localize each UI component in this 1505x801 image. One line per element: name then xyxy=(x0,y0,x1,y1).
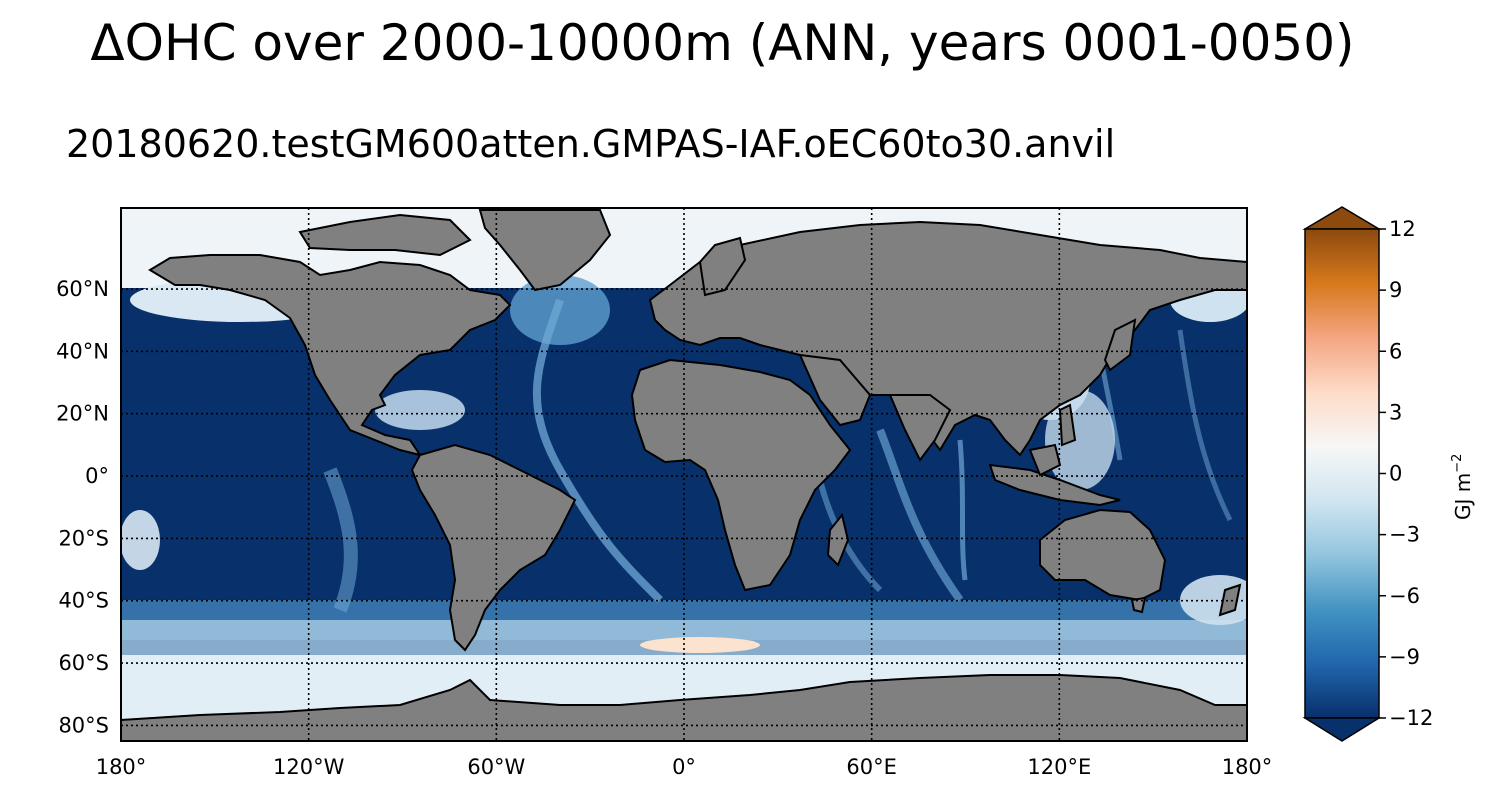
lat-tick-label: 60°N xyxy=(56,277,109,301)
arabian-peninsula xyxy=(798,353,872,427)
lon-tick-label: 0° xyxy=(672,755,696,779)
colorbar-tick-label: 12 xyxy=(1389,217,1416,241)
colorbar-tick-label: 9 xyxy=(1389,278,1402,302)
south-pacific-shade xyxy=(121,510,160,570)
colorbar-tick-label: −3 xyxy=(1389,523,1420,547)
tasmania xyxy=(1130,596,1147,614)
colorbar-tick-label: 3 xyxy=(1389,400,1402,424)
colorbar-extend-min xyxy=(1302,717,1382,742)
warm-anomaly-patch xyxy=(640,637,760,653)
map-frame xyxy=(120,207,1248,742)
philippines xyxy=(1058,403,1077,447)
scandinavia xyxy=(698,236,747,297)
atlantic-ridge xyxy=(532,298,663,603)
australia xyxy=(1039,508,1167,602)
lat-tick-label: 60°S xyxy=(58,651,109,675)
lon-tick-label: 180° xyxy=(96,755,147,779)
colorbar-tick-label: −9 xyxy=(1389,645,1420,669)
lat-tick-label: 0° xyxy=(85,464,109,488)
greenland xyxy=(478,209,612,292)
south-america xyxy=(410,443,577,652)
canadian-arctic-islands xyxy=(298,213,472,257)
map-area xyxy=(121,208,1247,741)
caribbean-shade xyxy=(375,390,465,430)
east-pacific-rise xyxy=(323,467,358,613)
colorbar-ticks: 12 9 6 3 0 −3 −6 −9 −12 xyxy=(1379,217,1433,730)
indonesia xyxy=(988,463,1121,507)
lon-tick-label: 120°E xyxy=(1027,755,1091,779)
colorbar-body xyxy=(1304,228,1380,719)
lat-tick-label: 20°N xyxy=(56,402,109,426)
figure-subtitle: 20180620.testGM600atten.GMPAS-IAF.oEC60t… xyxy=(66,122,1116,166)
eurasia xyxy=(648,220,1247,457)
latitude-tick-labels: 60°N 40°N 20°N 0° 20°S 40°S 60°S 80°S xyxy=(56,277,109,737)
africa xyxy=(630,358,852,592)
indian-ridge-2 xyxy=(957,439,968,581)
lat-tick-label: 20°S xyxy=(58,526,109,550)
graticule xyxy=(121,208,1247,741)
japan xyxy=(1103,318,1137,372)
colorbar-label: GJ m−2 xyxy=(1450,454,1475,520)
madagascar xyxy=(826,512,850,567)
colorbar-tick-label: −6 xyxy=(1389,584,1420,608)
lon-tick-label: 120°W xyxy=(273,755,345,779)
lat-tick-label: 80°S xyxy=(58,713,109,737)
new-zealand xyxy=(1218,583,1242,617)
central-pacific-ridge xyxy=(1177,329,1233,522)
indian-subcontinent xyxy=(888,394,952,462)
colorbar-extend-max xyxy=(1302,206,1382,230)
colorbar-tick-label: 0 xyxy=(1389,462,1402,486)
colorbar: 12 9 6 3 0 −3 −6 −9 −12 GJ m−2 xyxy=(1302,206,1475,742)
colorbar-tick-label: −12 xyxy=(1389,706,1433,730)
north-america xyxy=(148,254,512,457)
colorbar-tick-label: 6 xyxy=(1389,339,1402,363)
longitude-tick-labels: 180° 120°W 60°W 0° 60°E 120°E 180° xyxy=(96,755,1273,779)
lon-tick-label: 60°W xyxy=(467,755,525,779)
lat-tick-label: 40°N xyxy=(56,339,109,363)
figure-title: ΔOHC over 2000-10000m (ANN, years 0001-0… xyxy=(90,14,1355,72)
lon-tick-label: 180° xyxy=(1222,755,1273,779)
lon-tick-label: 60°E xyxy=(846,755,897,779)
indian-ridge-1 xyxy=(876,428,964,603)
lat-tick-label: 40°S xyxy=(58,589,109,613)
